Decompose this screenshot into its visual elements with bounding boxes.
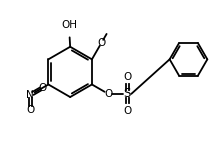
Text: O: O xyxy=(39,83,47,93)
Text: O: O xyxy=(26,105,34,115)
Text: S: S xyxy=(123,87,131,100)
Text: OH: OH xyxy=(61,20,77,30)
Text: O: O xyxy=(123,72,131,82)
Text: O: O xyxy=(123,106,131,116)
Text: O: O xyxy=(104,89,112,99)
Text: O: O xyxy=(97,38,105,48)
Text: N: N xyxy=(26,90,34,100)
